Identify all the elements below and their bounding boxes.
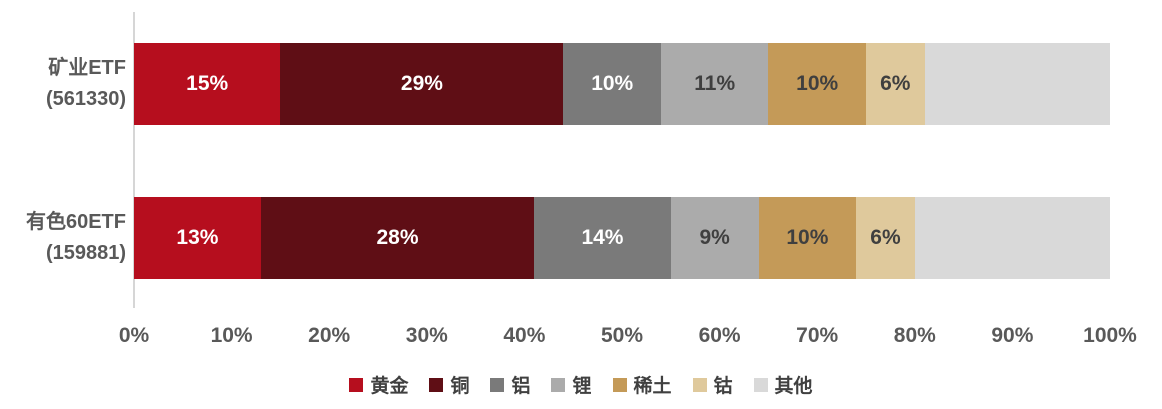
legend-label: 铝 [511,376,531,397]
bar-segment-其他 [924,43,1110,125]
legend-label: 黄金 [370,376,409,397]
legend-label: 稀土 [633,376,672,397]
category-label: 有色60ETF (159881) [0,197,126,279]
category-label-line2: (561330) [45,88,126,110]
legend-swatch-icon [349,377,364,392]
category-label-line2: (159881) [45,242,126,264]
bar-segment-铝: 10% [563,43,662,125]
bar-segment-铝: 14% [534,197,671,279]
legend-swatch-icon [429,377,444,392]
x-axis-tick: 80% [893,324,936,347]
category-label-line1: 矿业ETF [48,57,126,79]
legend-item-其他: 其他 [753,371,813,398]
legend-item-铝: 铝 [490,371,530,398]
bar-segment-稀土: 10% [768,43,866,125]
legend-swatch-icon [490,377,505,392]
x-axis: 0% 10% 20% 30% 40% 50% 60% 70% 80% 90% 100% [0,324,1162,354]
x-axis-tick: 20% [308,324,351,347]
x-axis-tick: 60% [698,324,741,347]
x-axis-tick: 0% [118,324,150,347]
x-axis-tick: 90% [991,324,1034,347]
x-axis-tick: 50% [600,324,644,347]
category-label: 矿业ETF (561330) [0,43,126,125]
bar-segment-锂: 9% [670,197,759,279]
x-axis-tick: 70% [796,324,839,347]
bar-row: 15% 29% 10% 11% 10% 6% [134,43,1110,125]
legend-swatch-icon [551,377,566,392]
bar-row: 13% 28% 14% 9% 10% 6% [134,197,1110,279]
bar-segment-其他 [914,197,1110,279]
bar-segment-钴: 6% [856,197,915,279]
x-axis-tick: 40% [503,324,546,347]
bar-segment-铜: 28% [260,197,535,279]
legend-label: 锂 [572,376,592,397]
bar-segment-铜: 29% [280,43,564,125]
bar-segment-黄金: 13% [134,197,261,279]
legend-item-黄金: 黄金 [349,371,408,398]
x-axis-tick: 100% [1083,324,1137,347]
legend-item-钴: 钴 [692,371,733,398]
bar-segment-稀土: 10% [758,197,857,279]
y-axis-line [133,12,135,308]
bar-segment-钴: 6% [865,43,925,125]
legend-label: 钴 [713,376,733,397]
legend-item-铜: 铜 [429,371,469,398]
x-axis-tick: 30% [405,324,448,347]
x-axis-tick: 10% [210,324,253,347]
legend-label: 铜 [450,376,470,397]
legend-swatch-icon [753,377,768,392]
legend-item-锂: 锂 [551,371,592,398]
legend-swatch-icon [612,377,627,392]
bar-segment-锂: 11% [661,43,769,125]
category-label-line1: 有色60ETF [25,211,126,233]
bar-segment-黄金: 15% [134,43,281,125]
legend: 黄金 铜 铝 锂 稀土 钴 其他 [0,371,1162,398]
legend-item-稀土: 稀土 [612,371,672,398]
legend-label: 其他 [774,376,813,397]
legend-swatch-icon [692,377,707,392]
